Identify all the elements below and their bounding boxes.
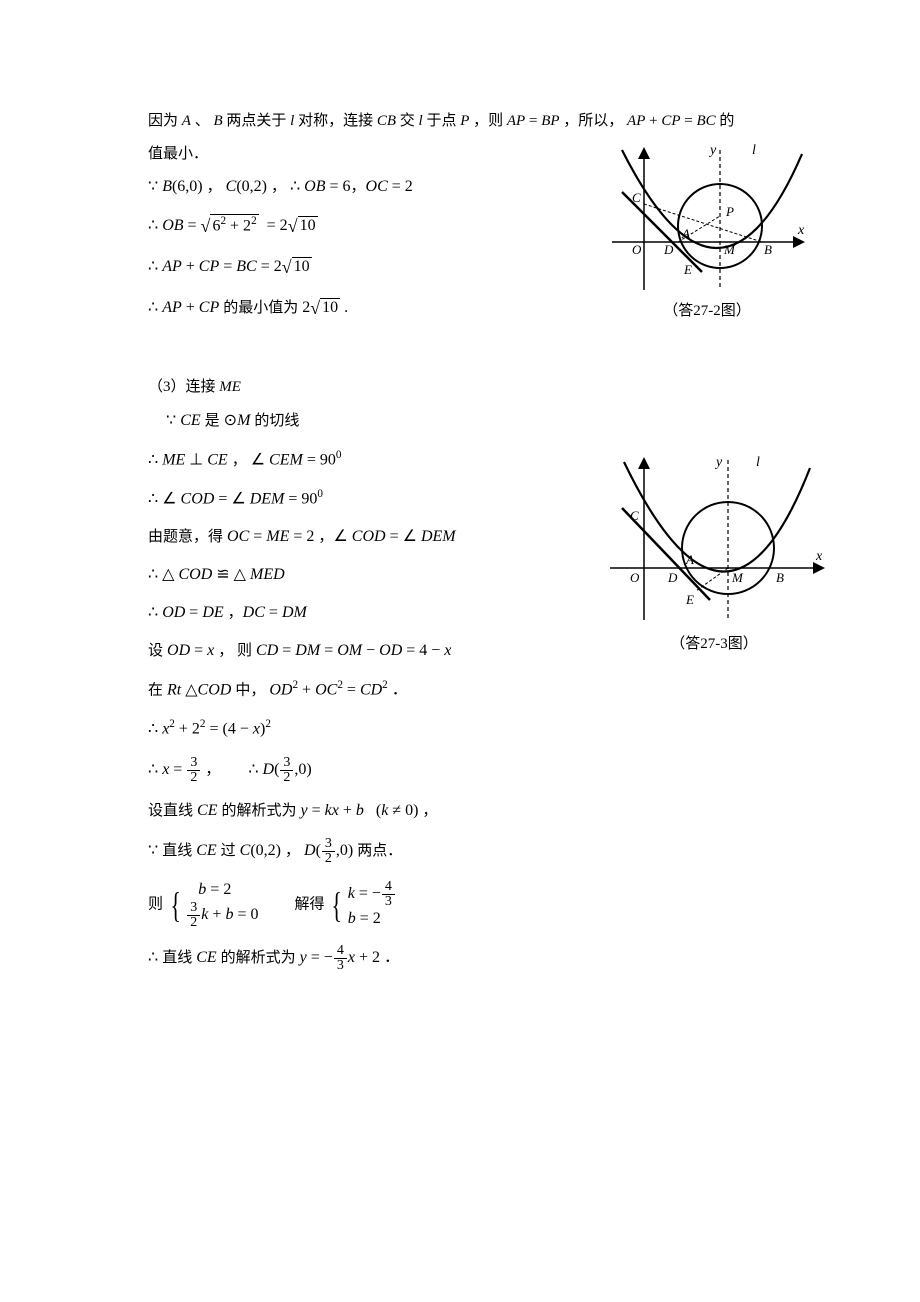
p3-l10: ∴ x = 32 ， ∴ D(32,0) (148, 756, 810, 785)
svg-text:B: B (776, 570, 784, 585)
figure-27-2-svg: l y x O C A D M B P E (602, 140, 812, 295)
p3-l8: 在 Rt △COD 中， OD2 + OC2 = CD2 ． (148, 677, 810, 702)
svg-text:A: A (685, 552, 694, 567)
figure-27-3-caption: （答27-3图） (598, 632, 830, 653)
svg-text:D: D (667, 570, 678, 585)
svg-text:E: E (685, 592, 694, 607)
p3-l13: 则 { b = 2 32k + b = 0 解得 { k = −43 b = 2 (148, 880, 810, 930)
svg-text:B: B (764, 242, 772, 257)
svg-text:P: P (725, 204, 734, 219)
svg-text:D: D (663, 242, 674, 257)
svg-text:l: l (752, 143, 756, 158)
svg-text:x: x (797, 223, 805, 238)
svg-text:A: A (681, 226, 690, 241)
svg-text:C: C (632, 190, 641, 205)
figure-27-3-svg: l y x O C A D M B E (598, 448, 830, 628)
p3-l12: ∵ 直线 CE 过 C(0,2) ， D(32,0) 两点． (148, 837, 810, 866)
svg-text:y: y (708, 143, 717, 158)
p0-l1: 因为 A 、 B 两点关于 l 对称，连接 CB 交 l 于点 P ，则 AP … (148, 110, 810, 133)
p3-l11: 设直线 CE 的解析式为 y = kx + b (k ≠ 0) ， (148, 799, 810, 823)
svg-text:y: y (714, 455, 723, 470)
svg-text:E: E (683, 262, 692, 277)
svg-text:C: C (630, 508, 639, 523)
p3-l14: ∴ 直线 CE 的解析式为 y = −43x + 2 ． (148, 944, 810, 973)
p3-l9: ∴ x2 + 22 = (4 − x)2 (148, 716, 810, 741)
svg-text:M: M (723, 242, 736, 257)
p3-l1: ∵ CE 是 ⊙M 的切线 (166, 409, 810, 433)
figure-27-2-caption: （答27-2图） (602, 299, 812, 320)
p3-head: （3）连接 ME (148, 376, 810, 399)
figure-27-3: l y x O C A D M B E （答27-3图） (598, 448, 830, 653)
figure-27-2: l y x O C A D M B P E （答27-2图） (602, 140, 812, 320)
svg-text:M: M (731, 570, 744, 585)
svg-text:O: O (630, 570, 640, 585)
svg-text:x: x (815, 549, 823, 564)
svg-text:O: O (632, 242, 642, 257)
svg-text:l: l (756, 455, 760, 470)
